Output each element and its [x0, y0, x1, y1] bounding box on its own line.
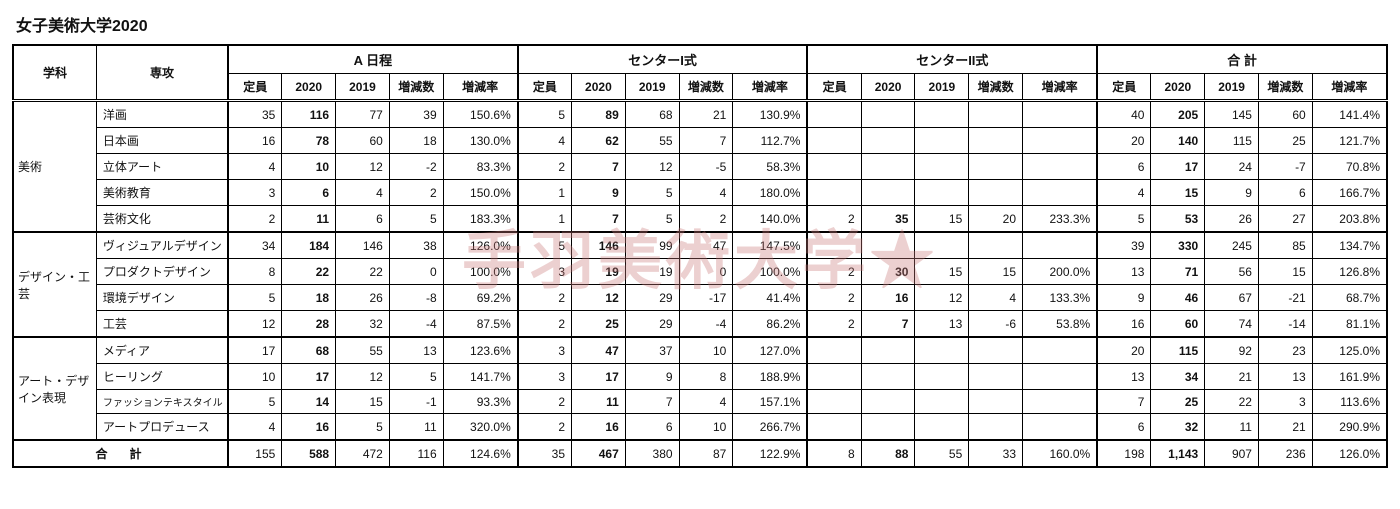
table-row: プロダクトデザイン822220100.0%319190100.0%2301515… — [13, 259, 1387, 285]
dept-cell: アート・デザイン表現 — [13, 337, 96, 440]
table-row: 美術洋画351167739150.6%5896821130.9%40205145… — [13, 101, 1387, 128]
table-row: デザイン・工芸ヴィジュアルデザイン3418414638126.0%5146994… — [13, 232, 1387, 259]
data-table: 学科専攻A 日程センターI式センターII式合 計定員20202019増減数増減率… — [12, 44, 1388, 468]
table-row: アートプロデュース416511320.0%216610266.7%6321121… — [13, 414, 1387, 441]
major-cell: アートプロデュース — [96, 414, 228, 441]
table-row: 芸術文化21165183.3%1752140.0%2351520233.3%55… — [13, 206, 1387, 233]
table-row: 工芸122832-487.5%22529-486.2%2713-653.8%16… — [13, 311, 1387, 338]
table-row: ファッションテキスタイル51415-193.3%21174157.1%72522… — [13, 390, 1387, 414]
table-row: 立体アート41012-283.3%2712-558.3%61724-770.8% — [13, 154, 1387, 180]
table-row: 環境デザイン51826-869.2%21229-1741.4%216124133… — [13, 285, 1387, 311]
major-cell: ヒーリング — [96, 364, 228, 390]
major-cell: プロダクトデザイン — [96, 259, 228, 285]
table-row: アート・デザイン表現メディア17685513123.6%3473710127.0… — [13, 337, 1387, 364]
table-row: 日本画16786018130.0%462557112.7%20140115251… — [13, 128, 1387, 154]
major-cell: ヴィジュアルデザイン — [96, 232, 228, 259]
major-cell: 工芸 — [96, 311, 228, 338]
table-row: ヒーリング1017125141.7%31798188.9%13342113161… — [13, 364, 1387, 390]
major-cell: 芸術文化 — [96, 206, 228, 233]
major-cell: 日本画 — [96, 128, 228, 154]
major-cell: ファッションテキスタイル — [96, 390, 228, 414]
major-cell: 環境デザイン — [96, 285, 228, 311]
table-row: 美術教育3642150.0%1954180.0%41596166.7% — [13, 180, 1387, 206]
major-cell: 洋画 — [96, 101, 228, 128]
major-cell: 立体アート — [96, 154, 228, 180]
page-title: 女子美術大学2020 — [16, 12, 1388, 36]
major-cell: 美術教育 — [96, 180, 228, 206]
major-cell: メディア — [96, 337, 228, 364]
total-row: 合計155588472116124.6%3546738087122.9%8885… — [13, 440, 1387, 467]
dept-cell: 美術 — [13, 101, 96, 233]
dept-cell: デザイン・工芸 — [13, 232, 96, 337]
